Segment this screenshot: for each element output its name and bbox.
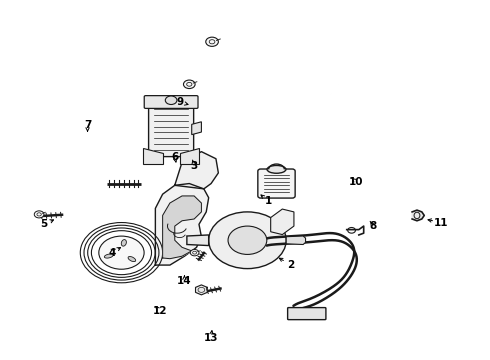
Circle shape [99, 236, 144, 269]
Text: 7: 7 [84, 120, 91, 130]
Polygon shape [412, 210, 424, 221]
Ellipse shape [267, 166, 286, 173]
FancyBboxPatch shape [148, 102, 194, 157]
Circle shape [190, 249, 199, 256]
Text: 10: 10 [349, 177, 364, 187]
Text: 4: 4 [108, 248, 116, 258]
Text: 12: 12 [153, 306, 168, 316]
FancyBboxPatch shape [258, 169, 295, 198]
FancyBboxPatch shape [144, 96, 198, 108]
Text: 9: 9 [176, 97, 183, 107]
Polygon shape [286, 236, 306, 244]
Text: 13: 13 [204, 333, 219, 343]
Circle shape [209, 212, 286, 269]
Text: 14: 14 [177, 276, 192, 286]
Text: 1: 1 [265, 196, 272, 206]
Text: 11: 11 [434, 217, 448, 228]
Polygon shape [155, 184, 209, 265]
Polygon shape [180, 148, 199, 164]
Polygon shape [175, 152, 219, 189]
Circle shape [34, 211, 44, 218]
Circle shape [228, 226, 267, 255]
Polygon shape [192, 122, 201, 135]
Ellipse shape [128, 257, 136, 262]
Circle shape [165, 96, 177, 104]
Polygon shape [270, 209, 294, 235]
Ellipse shape [104, 254, 113, 258]
Ellipse shape [121, 240, 126, 246]
Text: 6: 6 [171, 152, 178, 162]
Polygon shape [163, 196, 201, 259]
Text: 2: 2 [288, 260, 294, 270]
Text: 8: 8 [370, 221, 377, 231]
Circle shape [206, 37, 219, 46]
Polygon shape [187, 235, 209, 246]
Polygon shape [196, 285, 207, 295]
Text: 5: 5 [40, 219, 48, 229]
Circle shape [183, 80, 195, 89]
Polygon shape [143, 148, 163, 164]
FancyBboxPatch shape [288, 307, 326, 320]
Text: 3: 3 [191, 161, 198, 171]
